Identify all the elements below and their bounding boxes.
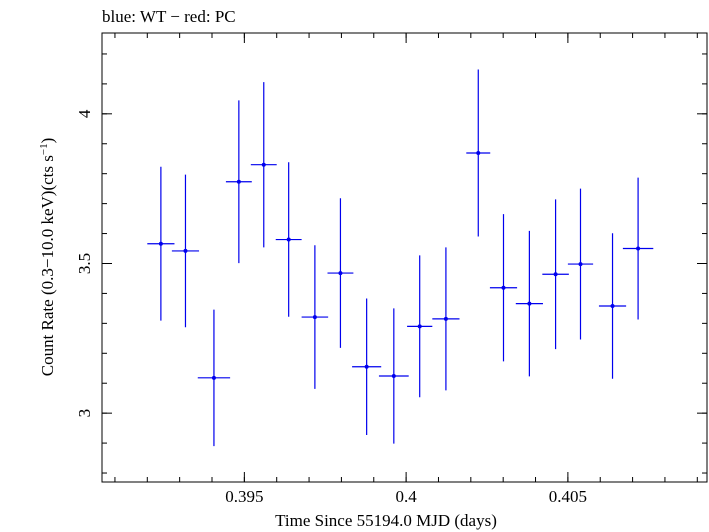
data-marker [338,271,343,276]
chart-title: blue: WT − red: PC [102,7,236,26]
data-points [147,69,654,447]
data-point [515,230,543,377]
data-marker [158,241,163,246]
data-marker [236,179,241,184]
plot-frame [101,32,708,483]
data-point [598,233,627,379]
data-point [489,214,518,362]
data-point [466,69,491,237]
data-point [432,247,460,391]
data-marker [261,162,266,167]
y-tick-label: 3 [75,409,94,418]
data-marker [443,316,448,321]
y-tick-label: 4 [75,109,94,118]
data-point [197,309,231,447]
data-point [301,245,329,389]
x-axis-label: Time Since 55194.0 MJD (days) [275,511,497,530]
data-marker [211,375,216,380]
y-axis-label-close: ) [38,138,57,144]
data-point [378,308,409,444]
x-tick-label: 0.405 [549,487,587,506]
y-axis-label: Count Rate (0.3−10.0 keV)(cts s−1) [38,138,57,377]
data-marker [636,246,641,251]
x-tick-label: 0.395 [225,487,263,506]
data-marker [527,301,532,306]
data-point [225,100,252,264]
data-point [147,166,175,321]
data-marker [501,285,506,290]
data-marker [417,324,422,329]
data-marker [183,248,188,253]
data-marker [286,237,291,242]
y-axis-label-main: Count Rate (0.3−10.0 keV)(cts s [38,155,57,376]
data-marker [553,272,558,277]
axes-ticks: 0.395 0.4 0.405 3 3.5 4 [75,33,707,506]
data-point [250,82,277,248]
data-point [622,177,654,320]
y-tick-label: 3.5 [75,253,94,274]
data-marker [391,374,396,379]
data-point [542,199,569,350]
data-point [275,162,302,317]
y-axis-label-exponent: −1 [38,143,50,155]
data-point [171,174,200,328]
data-marker [312,315,317,320]
data-point [327,198,354,348]
data-point [567,188,594,340]
data-point [407,255,433,398]
data-marker [476,151,481,156]
x-tick-label: 0.4 [395,487,417,506]
data-marker [610,303,615,308]
data-marker [578,262,583,267]
data-marker [364,364,369,369]
data-point [352,298,382,436]
